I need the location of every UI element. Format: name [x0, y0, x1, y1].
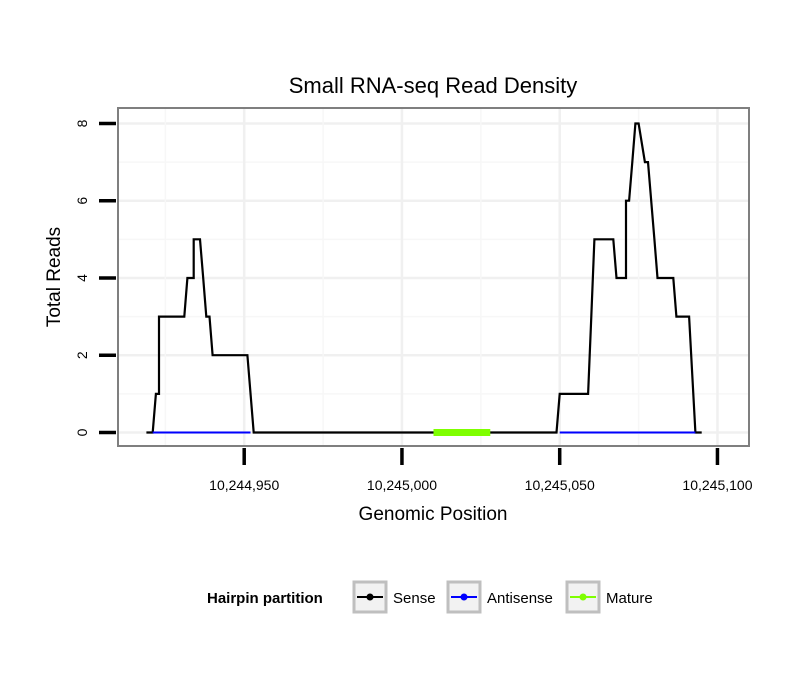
legend-item-mature: Mature [565, 580, 653, 614]
x-tick-label: 10,245,050 [525, 477, 595, 493]
legend-item-antisense: Antisense [446, 580, 553, 614]
y-tick-label: 2 [74, 351, 90, 359]
x-axis: 10,244,950 10,245,000 10,245,050 10,245,100 [209, 448, 753, 493]
y-tick-label: 4 [74, 274, 90, 282]
x-tick-label: 10,245,100 [682, 477, 752, 493]
legend-label-antisense: Antisense [487, 590, 553, 607]
x-axis-label: Genomic Position [359, 504, 508, 525]
series-layer [146, 122, 702, 436]
legend-key-point [366, 593, 374, 601]
legend-item-sense: Sense [352, 580, 436, 614]
legend: Hairpin partition Sense Antisense Mature [207, 580, 653, 614]
y-tick-label: 8 [74, 119, 90, 127]
y-axis-label: Total Reads [44, 227, 65, 327]
plot-panel-border [117, 107, 750, 447]
legend-label-mature: Mature [606, 590, 653, 607]
series-line-sense [146, 122, 702, 434]
chart-title: Small RNA-seq Read Density [289, 73, 578, 98]
legend-title: Hairpin partition [207, 590, 323, 607]
legend-key-point [579, 593, 587, 601]
x-tick-label: 10,244,950 [209, 477, 279, 493]
x-tick-label: 10,245,000 [367, 477, 437, 493]
y-tick-label: 0 [74, 428, 90, 436]
legend-key-point [460, 593, 468, 601]
y-tick-label: 6 [74, 197, 90, 205]
legend-label-sense: Sense [393, 590, 436, 607]
y-axis: 0 2 4 6 8 [74, 119, 116, 436]
grid-lines [118, 108, 749, 446]
